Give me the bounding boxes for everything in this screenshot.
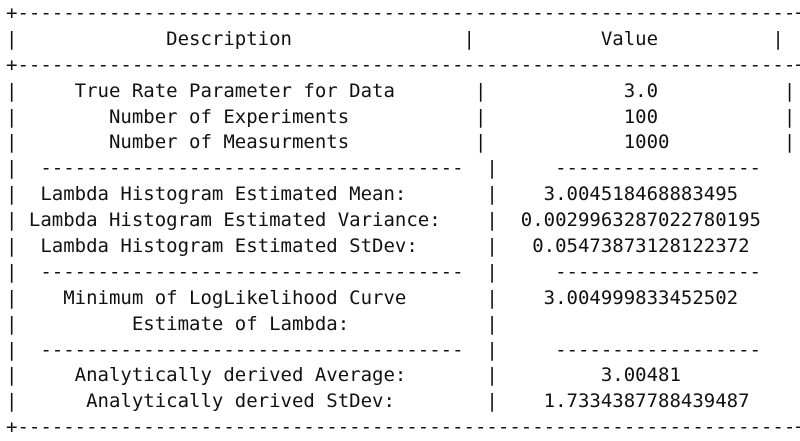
row-true-rate: | True Rate Parameter for Data | 3.0 |	[6, 79, 796, 102]
row-loglik-min: | Minimum of LogLikelihood Curve | 3.004…	[6, 286, 800, 309]
section-divider-1: | ------------------------------------- …	[6, 157, 800, 180]
table-border-top: +---------------------------------------…	[6, 2, 800, 24]
row-hist-variance: | Lambda Histogram Estimated Variance: |…	[6, 209, 800, 232]
row-num-experiments: | Number of Experiments | 100 |	[6, 105, 796, 128]
section-divider-2: | ------------------------------------- …	[6, 260, 800, 283]
row-num-measurements: | Number of Measurments | 1000 |	[6, 131, 796, 154]
row-analytic-stdev: | Analytically derived StDev: | 1.733438…	[6, 390, 800, 413]
table-border-bottom: +---------------------------------------…	[6, 416, 800, 439]
row-analytic-average: | Analytically derived Average: | 3.0048…	[6, 364, 800, 387]
ascii-table: +---------------------------------------…	[6, 1, 800, 441]
row-hist-stdev: | Lambda Histogram Estimated StDev: | 0.…	[6, 235, 800, 258]
row-loglik-min-cont: | Estimate of Lambda: | |	[6, 312, 800, 335]
row-hist-mean: | Lambda Histogram Estimated Mean: | 3.0…	[6, 183, 800, 206]
section-divider-3: | ------------------------------------- …	[6, 338, 800, 361]
header-row: | Description | Value |	[6, 27, 784, 50]
header-separator: +---------------------------------------…	[6, 53, 800, 76]
